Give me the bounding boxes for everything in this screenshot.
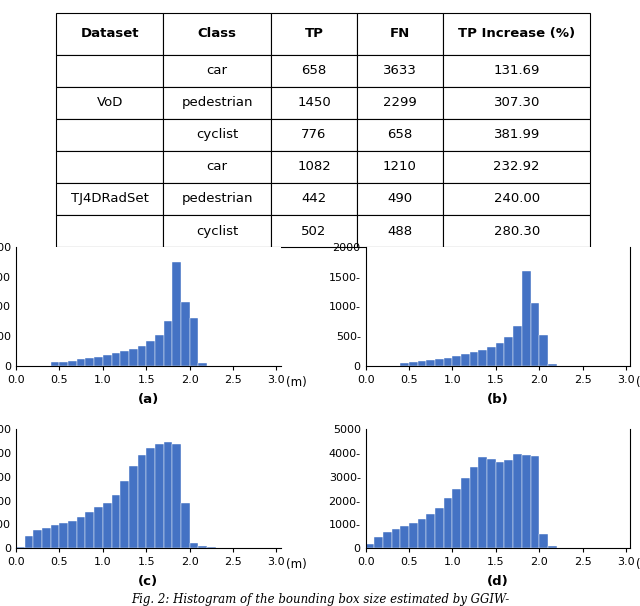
- Bar: [426, 360, 435, 367]
- Bar: [138, 345, 147, 367]
- Text: (c): (c): [138, 574, 159, 588]
- Bar: [522, 455, 531, 548]
- Bar: [155, 444, 164, 548]
- Bar: [77, 518, 86, 548]
- Bar: [426, 514, 435, 548]
- Bar: [540, 534, 548, 548]
- Bar: [51, 362, 60, 367]
- Bar: [198, 546, 207, 548]
- Bar: [418, 519, 426, 548]
- Bar: [470, 352, 479, 367]
- Bar: [60, 362, 68, 367]
- Bar: [164, 442, 172, 548]
- Bar: [120, 351, 129, 367]
- Bar: [513, 454, 522, 548]
- Bar: [103, 355, 111, 367]
- Text: (a): (a): [138, 393, 159, 406]
- Bar: [198, 363, 207, 367]
- Bar: [461, 478, 470, 548]
- Bar: [365, 544, 374, 548]
- Bar: [16, 547, 25, 548]
- Bar: [504, 460, 513, 548]
- Bar: [540, 335, 548, 367]
- Bar: [435, 508, 444, 548]
- Text: Fig. 2: Histogram of the bounding box size estimated by GGIW-: Fig. 2: Histogram of the bounding box si…: [131, 593, 509, 606]
- Bar: [531, 456, 540, 548]
- Bar: [172, 444, 181, 548]
- Bar: [470, 467, 479, 548]
- Bar: [68, 361, 77, 367]
- Bar: [181, 302, 189, 367]
- Bar: [409, 522, 418, 548]
- Text: (m): (m): [286, 558, 307, 571]
- Bar: [207, 547, 216, 548]
- Bar: [383, 532, 392, 548]
- Bar: [51, 525, 60, 548]
- Bar: [479, 350, 487, 367]
- Bar: [155, 335, 164, 367]
- Bar: [33, 530, 42, 548]
- Bar: [496, 462, 504, 548]
- Bar: [531, 304, 540, 367]
- Bar: [42, 528, 51, 548]
- Bar: [86, 358, 94, 367]
- Bar: [120, 481, 129, 548]
- Bar: [504, 337, 513, 367]
- Bar: [25, 536, 33, 548]
- Bar: [60, 523, 68, 548]
- Bar: [444, 498, 452, 548]
- Text: (m): (m): [286, 376, 307, 389]
- Bar: [487, 347, 496, 367]
- Bar: [147, 448, 155, 548]
- Bar: [103, 503, 111, 548]
- Bar: [111, 353, 120, 367]
- Bar: [479, 458, 487, 548]
- Bar: [77, 359, 86, 367]
- Bar: [172, 262, 181, 367]
- Bar: [111, 494, 120, 548]
- Bar: [513, 325, 522, 367]
- Bar: [418, 361, 426, 367]
- Bar: [164, 321, 172, 367]
- Bar: [548, 364, 557, 367]
- Bar: [189, 543, 198, 548]
- Bar: [138, 455, 147, 548]
- Text: (b): (b): [487, 393, 509, 406]
- Text: (m): (m): [636, 376, 640, 389]
- Bar: [435, 359, 444, 367]
- Text: (d): (d): [487, 574, 509, 588]
- Bar: [129, 466, 138, 548]
- Bar: [147, 341, 155, 367]
- Bar: [496, 343, 504, 367]
- Bar: [400, 525, 409, 548]
- Bar: [392, 529, 400, 548]
- Bar: [86, 513, 94, 548]
- Bar: [181, 503, 189, 548]
- Bar: [522, 270, 531, 367]
- Bar: [461, 355, 470, 367]
- Bar: [548, 546, 557, 548]
- Bar: [452, 488, 461, 548]
- Bar: [94, 507, 103, 548]
- Text: (m): (m): [636, 558, 640, 571]
- Bar: [487, 459, 496, 548]
- Bar: [444, 358, 452, 367]
- Bar: [68, 521, 77, 548]
- Bar: [129, 348, 138, 367]
- Bar: [409, 362, 418, 367]
- Bar: [94, 357, 103, 367]
- Bar: [452, 356, 461, 367]
- Bar: [189, 318, 198, 367]
- Bar: [400, 363, 409, 367]
- Bar: [374, 537, 383, 548]
